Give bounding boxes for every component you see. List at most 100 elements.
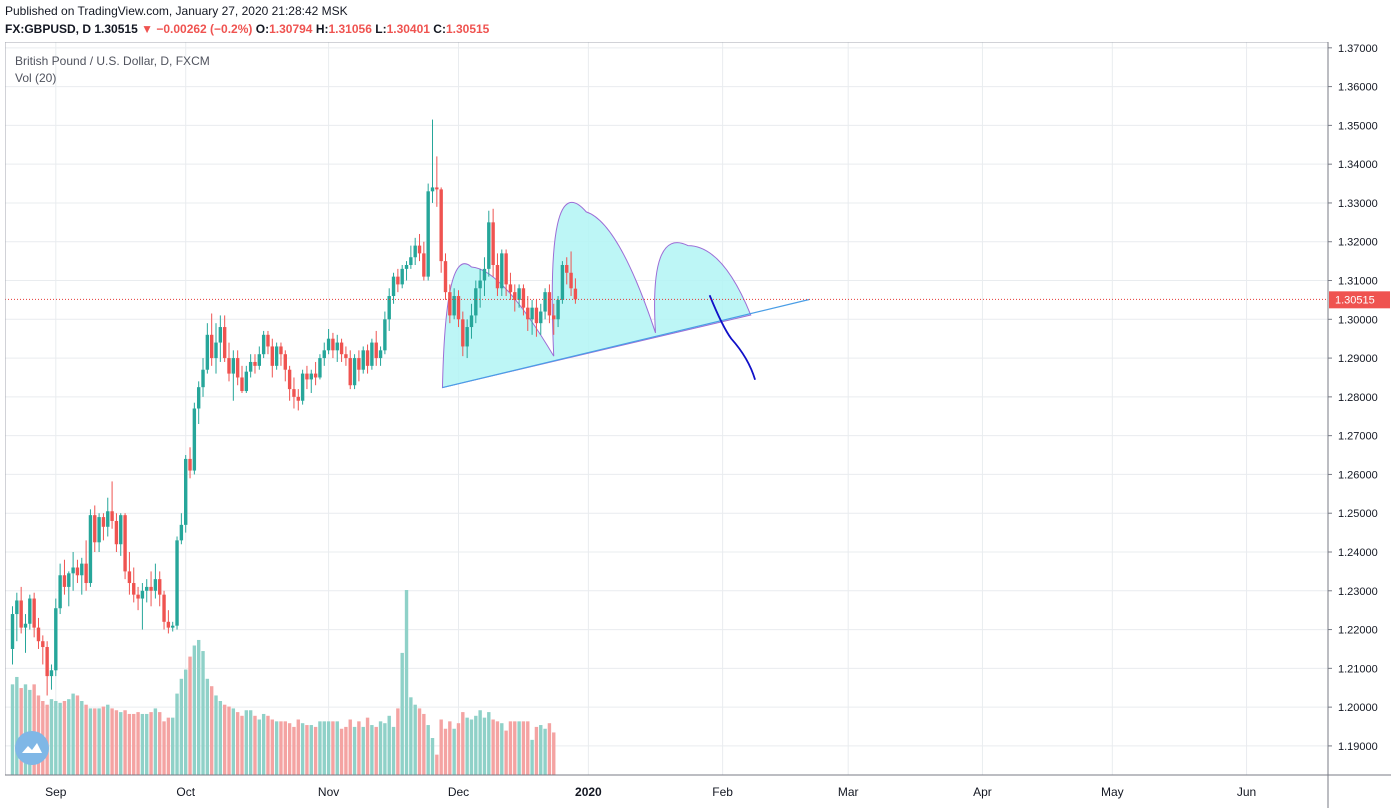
series-legend-title: British Pound / U.S. Dollar, D, FXCM <box>15 54 210 68</box>
volume-bar <box>279 721 283 775</box>
candle-body <box>62 575 67 587</box>
volume-bar <box>136 712 140 775</box>
candle-body <box>378 350 383 359</box>
symbol-label[interactable]: FX:GBPUSD, D <box>5 22 92 36</box>
x-tick-label: Jun <box>1237 785 1256 799</box>
candle-body <box>214 342 218 359</box>
candle-body <box>365 350 370 366</box>
candle-body <box>474 288 478 316</box>
candle-body <box>132 583 136 595</box>
candle-body <box>119 515 123 545</box>
x-tick-label: May <box>1101 785 1124 799</box>
candle-body <box>196 387 201 409</box>
candle-body <box>344 354 348 359</box>
volume-bar <box>179 678 184 775</box>
candle-body <box>49 670 54 677</box>
volume-bar <box>110 708 114 775</box>
candle-body <box>461 319 465 347</box>
head-shoulders-pattern[interactable] <box>441 201 752 389</box>
neckline-trendline[interactable] <box>442 298 810 389</box>
candle-body <box>448 292 452 316</box>
volume-bar <box>67 699 71 775</box>
volume-bar <box>88 708 93 775</box>
candle-body <box>184 458 188 525</box>
volume-bar <box>495 721 500 775</box>
tradingview-logo-icon[interactable] <box>15 731 49 765</box>
y-tick-label: 1.32000 <box>1338 237 1378 249</box>
volume-bar <box>500 723 504 775</box>
candle-body <box>565 265 569 273</box>
volume-bar <box>365 717 370 775</box>
symbol-ohlc-bar: FX:GBPUSD, D 1.30515 ▼ −0.00262 (−0.2%) … <box>5 22 489 36</box>
candle-body <box>162 594 166 622</box>
candle-body <box>313 373 318 378</box>
volume-bar <box>344 726 348 775</box>
volume-bar <box>58 702 62 775</box>
volume-bar <box>184 669 188 775</box>
candle-body <box>114 520 119 545</box>
volume-bar <box>123 710 127 775</box>
open-label: O: <box>255 22 270 36</box>
volume-bar <box>374 726 378 775</box>
last-price-badge <box>1329 291 1390 309</box>
projection-arrow-curve[interactable] <box>708 294 756 381</box>
candle-body <box>530 307 534 320</box>
y-tick-label: 1.20000 <box>1338 702 1378 714</box>
volume-bar <box>231 708 236 775</box>
candle-body <box>504 253 508 285</box>
candle-body <box>136 594 140 599</box>
volume-bar <box>417 708 422 775</box>
price-chart[interactable]: 1.37000 1.36000 1.35000 1.34000 1.33000 1.320… <box>5 42 1391 808</box>
candle-body <box>335 342 339 351</box>
candle-body <box>296 396 300 401</box>
volume-bar <box>357 721 361 775</box>
candle-body <box>279 346 283 355</box>
candle-body <box>370 342 374 366</box>
y-tick-label: 1.36000 <box>1338 82 1378 94</box>
volume-bar <box>145 713 149 775</box>
candle-body <box>179 524 184 541</box>
volume-bar <box>248 710 253 775</box>
volume-bar <box>322 721 326 775</box>
candle-body <box>552 315 556 320</box>
volume-bar <box>487 712 491 775</box>
candle-body <box>248 361 253 372</box>
volume-bar <box>149 712 153 775</box>
volume-bar <box>309 725 313 775</box>
y-tick-label: 1.28000 <box>1338 392 1378 404</box>
candle-body <box>67 573 71 587</box>
volume-bar <box>292 726 296 775</box>
volume-bar <box>391 726 396 775</box>
y-tick-label: 1.37000 <box>1338 43 1378 55</box>
last-price-badge-text: 1.30515 <box>1335 294 1375 306</box>
candle-body <box>417 245 422 254</box>
candle-body <box>15 600 19 615</box>
y-tick-label: 1.26000 <box>1338 469 1378 481</box>
candle-body <box>171 625 175 628</box>
volume-bar <box>192 645 197 775</box>
volume-bar <box>127 713 132 775</box>
volume-bar <box>478 710 482 775</box>
candle-body <box>145 586 149 591</box>
x-tick-label: Nov <box>318 785 339 799</box>
volume-bar <box>513 721 517 775</box>
candle-body <box>539 311 543 324</box>
candle-body <box>495 265 500 289</box>
candle-body <box>266 334 270 347</box>
volume-bar <box>456 723 461 775</box>
volume-bar <box>201 651 205 775</box>
volume-bar <box>482 717 487 775</box>
volume-bar <box>119 712 123 775</box>
y-tick-label: 1.30000 <box>1338 314 1378 326</box>
volume-bar <box>54 701 58 775</box>
candle-body <box>426 191 430 277</box>
candle-body <box>521 288 526 308</box>
candle-body <box>430 187 435 192</box>
candle-body <box>97 517 101 543</box>
volume-bar <box>530 739 534 775</box>
volume-bar <box>300 723 305 775</box>
volume-bar <box>547 723 552 775</box>
chart-area[interactable]: 1.37000 1.36000 1.35000 1.34000 1.33000 1.320… <box>5 42 1391 808</box>
volume-bar <box>153 708 158 775</box>
volume-bar <box>534 726 539 775</box>
